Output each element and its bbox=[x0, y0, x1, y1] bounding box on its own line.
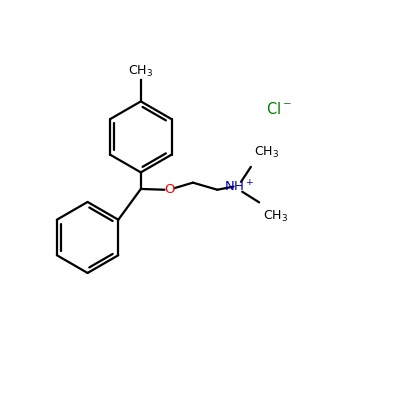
Text: CH$_3$: CH$_3$ bbox=[128, 64, 153, 78]
Text: CH$_3$: CH$_3$ bbox=[263, 209, 288, 224]
Text: NH$^+$: NH$^+$ bbox=[224, 179, 254, 194]
Text: Cl$^-$: Cl$^-$ bbox=[266, 101, 292, 117]
Text: O: O bbox=[164, 183, 174, 196]
Text: CH$_3$: CH$_3$ bbox=[254, 145, 279, 160]
